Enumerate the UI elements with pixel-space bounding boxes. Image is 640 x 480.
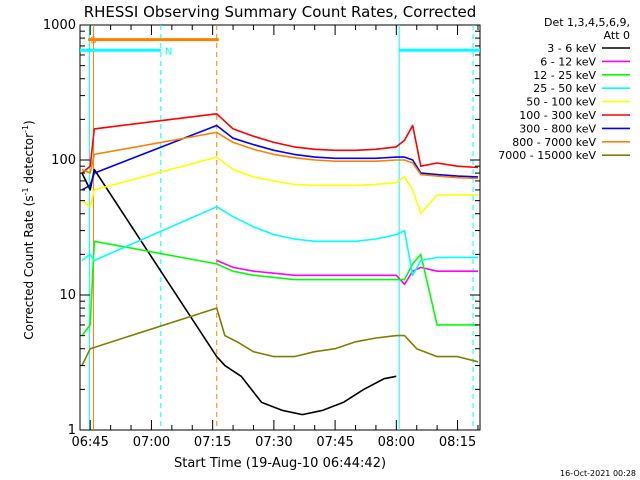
x-tick-label: 08:00 xyxy=(378,435,415,450)
y-axis-label: Corrected Count Rate (s-1 detector-1) xyxy=(21,120,36,339)
y-axis-label-sup-2: -1 xyxy=(21,125,30,133)
y-tick-label: 1000 xyxy=(43,18,76,33)
y-tick-label: 1 xyxy=(68,423,76,438)
annotation-label: S xyxy=(90,36,96,47)
series-line xyxy=(81,131,479,180)
y-axis-label-mid: detector xyxy=(22,133,36,188)
legend-entry-label: 25 - 50 keV xyxy=(533,82,596,95)
legend-header-line-2: Att 0 xyxy=(604,29,630,42)
legend-entry-label: 100 - 300 keV xyxy=(519,109,596,122)
x-tick-label: 08:15 xyxy=(439,435,476,450)
x-axis: 06:45 07:00 07:15 07:30 07:45 08:00 08:15 xyxy=(71,25,479,450)
x-tick-label: 07:00 xyxy=(133,435,170,450)
x-axis-label: Start Time (19-Aug-10 06:44:42) xyxy=(174,456,386,471)
x-tick-label: 07:15 xyxy=(194,435,231,450)
legend-header-line-1: Det 1,3,4,5,6,9, xyxy=(544,16,630,29)
series-line xyxy=(216,259,478,286)
series-line xyxy=(81,307,479,366)
legend-entry-label: 12 - 25 keV xyxy=(533,69,596,82)
legend-entry-label: 300 - 800 keV xyxy=(519,122,596,135)
legend-entry-label: 800 - 7000 keV xyxy=(512,136,596,149)
x-tick-label: 06:45 xyxy=(71,435,108,450)
plot-area: SN xyxy=(79,24,481,431)
footer-timestamp: 16-Oct-2021 00:28 xyxy=(560,469,636,478)
annotation-label: N xyxy=(165,46,172,57)
legend-entry-label: 3 - 6 keV xyxy=(547,42,596,55)
series-line xyxy=(81,240,478,337)
y-axis-label-main: Corrected Count Rate (s xyxy=(22,195,36,339)
y-axis: 1 10 100 1000 xyxy=(43,18,480,438)
y-axis-label-end: ) xyxy=(22,120,36,125)
y-tick-label: 100 xyxy=(51,153,76,168)
legend-entry-label: 6 - 12 keV xyxy=(540,55,596,68)
y-axis-label-sup-1: -1 xyxy=(21,187,30,195)
series-line xyxy=(81,124,479,191)
plot-frame xyxy=(79,24,481,431)
legend-entry-label: 50 - 100 keV xyxy=(526,96,596,109)
series-line xyxy=(81,156,478,215)
series-line xyxy=(81,168,397,416)
x-tick-label: 07:45 xyxy=(316,435,353,450)
legend-entry-label: 7000 - 15000 keV xyxy=(498,149,596,162)
chart-title: RHESSI Observing Summary Count Rates, Co… xyxy=(84,3,477,21)
y-tick-label: 10 xyxy=(59,288,76,303)
series-line xyxy=(81,113,479,174)
x-tick-label: 07:30 xyxy=(255,435,292,450)
series-line xyxy=(81,206,478,277)
